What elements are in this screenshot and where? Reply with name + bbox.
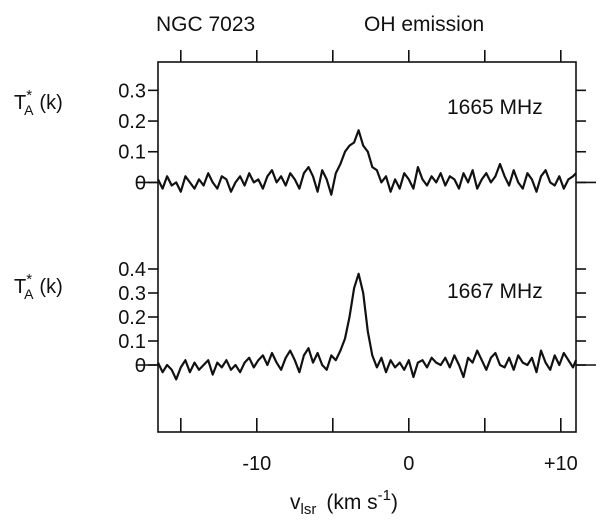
header-emission-label: OH emission <box>364 13 484 36</box>
panel-1667-label: 1667 MHz <box>447 280 543 303</box>
panel-1667-y-axis-label: T* A (k) <box>14 271 63 302</box>
y-tick-label: 0.1 <box>118 331 146 353</box>
x-tick-labels: -10 0 +10 <box>242 453 577 475</box>
plot-frame <box>157 61 577 433</box>
spectrum-line <box>157 129 577 196</box>
y-tick-label: 0.2 <box>118 307 146 329</box>
y-tick-label: 0.1 <box>118 142 146 164</box>
y-tick-label: 0.4 <box>118 259 146 281</box>
x-axis-ticks <box>180 50 562 432</box>
panel-1665-y-axis-label: T* A (k) <box>14 87 63 118</box>
panel-1667: 00.10.20.30.4 <box>118 259 596 381</box>
header-object-name: NGC 7023 <box>156 13 255 36</box>
x-tick-label: +10 <box>544 453 578 475</box>
y-tick-label: 0 <box>135 355 146 377</box>
y-tick-label: 0.3 <box>118 80 146 102</box>
panel-1665-label: 1665 MHz <box>447 96 543 119</box>
y-tick-label: 0.2 <box>118 111 146 133</box>
panel-1665: 0 0.1 0.2 0.3 <box>118 80 596 196</box>
y-tick-label: 0.3 <box>118 283 146 305</box>
x-tick-label: -10 <box>242 453 271 475</box>
spectrum-line <box>157 272 578 381</box>
x-tick-label: 0 <box>403 453 414 475</box>
x-axis-label: vlsr (km s-1) <box>290 487 398 518</box>
y-tick-label: 0 <box>135 172 146 194</box>
